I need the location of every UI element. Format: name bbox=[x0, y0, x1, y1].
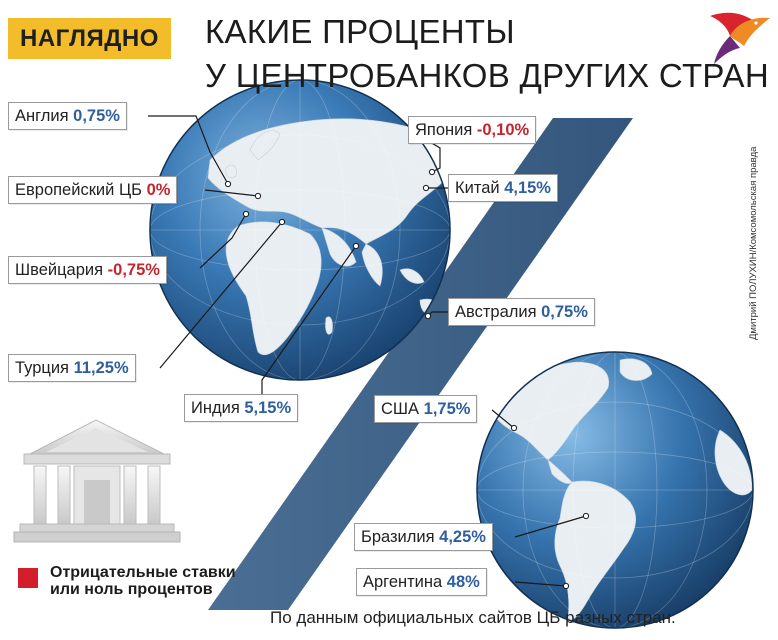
country-name: США bbox=[381, 400, 420, 418]
rate-label-usa: США 1,75% bbox=[374, 395, 478, 423]
rate-label-england: Англия 0,75% bbox=[8, 102, 127, 130]
rate-value: 0% bbox=[146, 181, 171, 199]
country-name: Аргентина bbox=[363, 573, 443, 591]
rate-value: 0,75% bbox=[541, 303, 588, 321]
legend-text: Отрицательные ставки или ноль процентов bbox=[50, 564, 290, 598]
legend-line-2: или ноль процентов bbox=[50, 581, 213, 598]
country-name: Бразилия bbox=[361, 528, 435, 546]
rate-value: 4,25% bbox=[439, 528, 486, 546]
title-line-1: КАКИЕ ПРОЦЕНТЫ bbox=[205, 13, 515, 50]
country-name: Китай bbox=[455, 179, 500, 197]
section-badge: НАГЛЯДНО bbox=[8, 18, 171, 59]
globe-eastern-hemisphere bbox=[149, 79, 451, 381]
rate-label-australia: Австралия 0,75% bbox=[448, 298, 595, 326]
rate-value: 11,25% bbox=[73, 359, 129, 377]
rate-label-ecb: Европейский ЦБ 0% bbox=[8, 176, 178, 204]
rate-value: -0,75% bbox=[107, 261, 160, 279]
rate-value: 4,15% bbox=[504, 179, 551, 197]
rate-label-japan: Япония -0,10% bbox=[408, 116, 537, 144]
leader-lines bbox=[148, 115, 587, 587]
rate-value: 48% bbox=[446, 573, 480, 591]
country-name: Япония bbox=[415, 121, 473, 139]
country-name: Европейский ЦБ bbox=[15, 181, 142, 199]
rate-label-turkey: Турция 11,25% bbox=[8, 354, 136, 382]
country-name: Индия bbox=[191, 399, 240, 417]
rate-label-switzerland: Швейцария -0,75% bbox=[8, 256, 167, 284]
rate-value: 1,75% bbox=[423, 400, 471, 418]
country-name: Австралия bbox=[455, 303, 537, 321]
author-credit: Дмитрий ПОЛУХИН/Комсомольская правда bbox=[748, 146, 759, 340]
rate-value: 0,75% bbox=[73, 107, 120, 125]
bank-building-icon bbox=[13, 419, 181, 543]
country-name: Турция bbox=[15, 359, 69, 377]
title-line-2: У ЦЕНТРОБАНКОВ ДРУГИХ СТРАН bbox=[205, 57, 769, 94]
rate-value: -0,10% bbox=[476, 121, 530, 139]
country-name: Швейцария bbox=[15, 261, 104, 279]
globe-western-hemisphere bbox=[476, 351, 754, 629]
source-footnote: По данным официальных сайтов ЦБ разных с… bbox=[270, 608, 676, 627]
percent-slash bbox=[208, 118, 633, 610]
rate-value: 5,15% bbox=[244, 399, 292, 417]
bird-logo bbox=[710, 12, 770, 64]
rate-label-india: Индия 5,15% bbox=[184, 394, 299, 422]
rate-label-argentina: Аргентина 48% bbox=[356, 568, 487, 596]
rate-label-china: Китай 4,15% bbox=[448, 174, 558, 202]
country-name: Англия bbox=[15, 107, 69, 125]
leader-dots bbox=[224, 168, 590, 590]
legend-swatch bbox=[18, 568, 38, 588]
legend-line-1: Отрицательные ставки bbox=[50, 564, 236, 581]
page-title: КАКИЕ ПРОЦЕНТЫ У ЦЕНТРОБАНКОВ ДРУГИХ СТР… bbox=[205, 10, 769, 98]
rate-label-brazil: Бразилия 4,25% bbox=[354, 523, 493, 551]
